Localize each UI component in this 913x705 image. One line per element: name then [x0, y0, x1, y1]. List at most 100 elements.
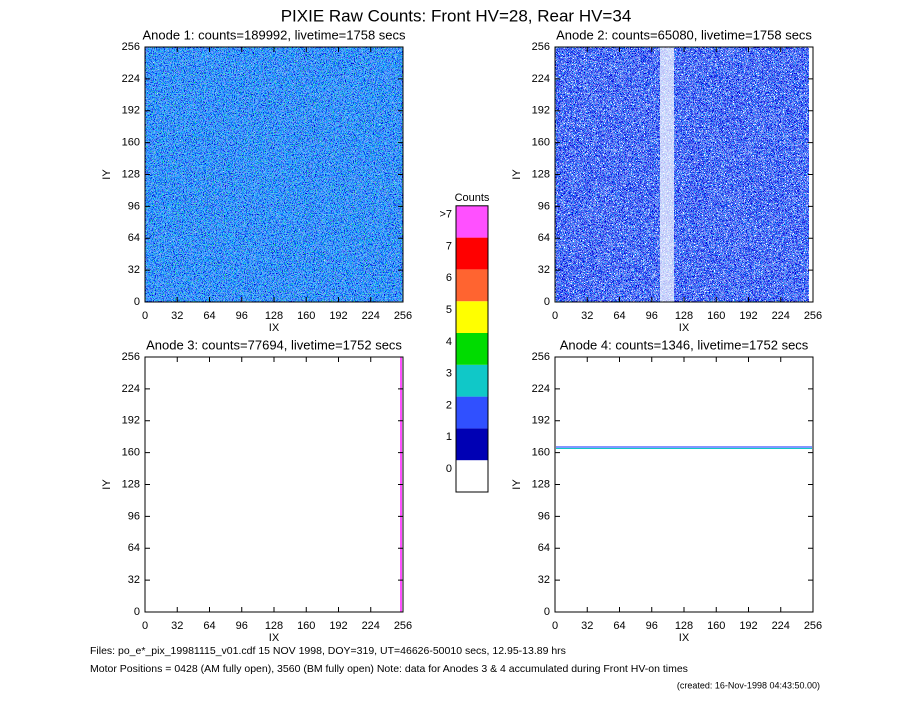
- colorbar-label: 0: [446, 463, 452, 475]
- y-tick-label: 192: [532, 105, 550, 117]
- x-axis-label: IX: [679, 632, 690, 644]
- x-tick-label: 64: [613, 620, 625, 632]
- page-title: PIXIE Raw Counts: Front HV=28, Rear HV=3…: [281, 6, 632, 25]
- colorbar-label: 1: [446, 431, 452, 443]
- panel: Anode 1: counts=189992, livetime=1758 se…: [101, 27, 412, 333]
- x-tick-label: 224: [772, 310, 790, 322]
- colorbar: Counts 0 1 2 3 4 5 6 7 >7: [439, 192, 490, 493]
- y-tick-label: 32: [128, 264, 140, 276]
- colorbar-swatch: [456, 333, 488, 365]
- y-tick-label: 96: [128, 510, 140, 522]
- x-tick-label: 128: [675, 310, 693, 322]
- colorbar-label: 3: [446, 368, 452, 380]
- x-tick-label: 32: [171, 310, 183, 322]
- panel-title: Anode 2: counts=65080, livetime=1758 sec…: [556, 27, 812, 42]
- heatmap-band: [556, 446, 812, 449]
- plot-frame: [144, 356, 404, 613]
- y-tick-label: 224: [532, 383, 550, 395]
- x-tick-label: 192: [329, 310, 347, 322]
- colorbar-swatch: [456, 428, 488, 461]
- colorbar-label: >7: [439, 209, 452, 221]
- x-tick-label: 160: [707, 620, 725, 632]
- y-tick-label: 224: [532, 73, 550, 85]
- colorbar-swatch: [456, 460, 488, 492]
- colorbar-swatch: [456, 269, 488, 302]
- x-tick-label: 0: [552, 620, 558, 632]
- y-tick-label: 64: [128, 542, 140, 554]
- y-axis-label: IY: [101, 169, 113, 180]
- colorbar-label: 2: [446, 399, 452, 411]
- y-tick-label: 32: [538, 574, 550, 586]
- x-tick-label: 192: [739, 620, 757, 632]
- plot-frame: [554, 356, 814, 613]
- y-tick-label: 96: [128, 200, 140, 212]
- x-tick-label: 192: [329, 620, 347, 632]
- heatmap-texture: [145, 47, 403, 302]
- y-tick-label: 128: [122, 168, 140, 180]
- colorbar-swatch: [456, 237, 488, 270]
- colorbar-label: 5: [446, 304, 452, 316]
- x-tick-label: 0: [552, 310, 558, 322]
- y-tick-label: 192: [122, 105, 140, 117]
- x-tick-label: 0: [142, 620, 148, 632]
- x-axis-label: IX: [679, 322, 690, 334]
- y-tick-label: 160: [532, 137, 550, 149]
- panel-title: Anode 1: counts=189992, livetime=1758 se…: [142, 27, 406, 42]
- y-tick-label: 96: [538, 200, 550, 212]
- x-tick-label: 224: [362, 310, 380, 322]
- y-tick-label: 0: [134, 606, 140, 618]
- x-tick-label: 192: [739, 310, 757, 322]
- x-tick-label: 160: [297, 310, 315, 322]
- x-tick-label: 32: [171, 620, 183, 632]
- panel-title: Anode 4: counts=1346, livetime=1752 secs: [560, 337, 809, 352]
- y-tick-label: 224: [122, 73, 140, 85]
- x-tick-label: 96: [646, 620, 658, 632]
- x-tick-label: 256: [804, 620, 822, 632]
- y-tick-label: 224: [122, 383, 140, 395]
- x-tick-label: 160: [707, 310, 725, 322]
- x-tick-label: 128: [265, 310, 283, 322]
- y-tick-label: 0: [134, 296, 140, 308]
- x-tick-label: 96: [236, 620, 248, 632]
- heatmap-texture: [555, 47, 809, 302]
- y-tick-label: 192: [122, 415, 140, 427]
- y-tick-label: 160: [122, 137, 140, 149]
- panel: Anode 3: counts=77694, livetime=1752 sec…: [101, 337, 412, 643]
- colorbar-swatch: [456, 396, 488, 429]
- panel: Anode 2: counts=65080, livetime=1758 sec…: [511, 27, 822, 333]
- x-axis-label: IX: [269, 632, 280, 644]
- colorbar-title: Counts: [455, 192, 490, 204]
- y-tick-label: 160: [122, 447, 140, 459]
- x-tick-label: 64: [203, 620, 215, 632]
- heatmap-band: [556, 448, 812, 449]
- y-tick-label: 0: [544, 606, 550, 618]
- colorbar-label: 7: [446, 240, 452, 252]
- x-tick-label: 256: [804, 310, 822, 322]
- y-tick-label: 128: [532, 478, 550, 490]
- x-tick-label: 224: [772, 620, 790, 632]
- y-tick-label: 64: [538, 232, 550, 244]
- y-tick-label: 256: [532, 41, 550, 53]
- x-tick-label: 32: [581, 310, 593, 322]
- panel-title: Anode 3: counts=77694, livetime=1752 sec…: [146, 337, 402, 352]
- y-tick-label: 160: [532, 447, 550, 459]
- y-tick-label: 256: [122, 41, 140, 53]
- x-tick-label: 96: [646, 310, 658, 322]
- heatmap-stripe: [660, 47, 674, 302]
- y-axis-label: IY: [101, 479, 113, 490]
- x-tick-label: 128: [675, 620, 693, 632]
- y-tick-label: 0: [544, 296, 550, 308]
- y-tick-label: 128: [532, 168, 550, 180]
- x-tick-label: 128: [265, 620, 283, 632]
- y-tick-label: 256: [532, 351, 550, 363]
- x-tick-label: 160: [297, 620, 315, 632]
- colorbar-label: 6: [446, 272, 452, 284]
- x-tick-label: 64: [203, 310, 215, 322]
- y-tick-label: 96: [538, 510, 550, 522]
- footer-created: (created: 16-Nov-1998 04:43:50.00): [677, 680, 820, 690]
- y-tick-label: 32: [128, 574, 140, 586]
- colorbar-frame: [455, 205, 489, 493]
- x-axis-label: IX: [269, 322, 280, 334]
- y-tick-label: 128: [122, 478, 140, 490]
